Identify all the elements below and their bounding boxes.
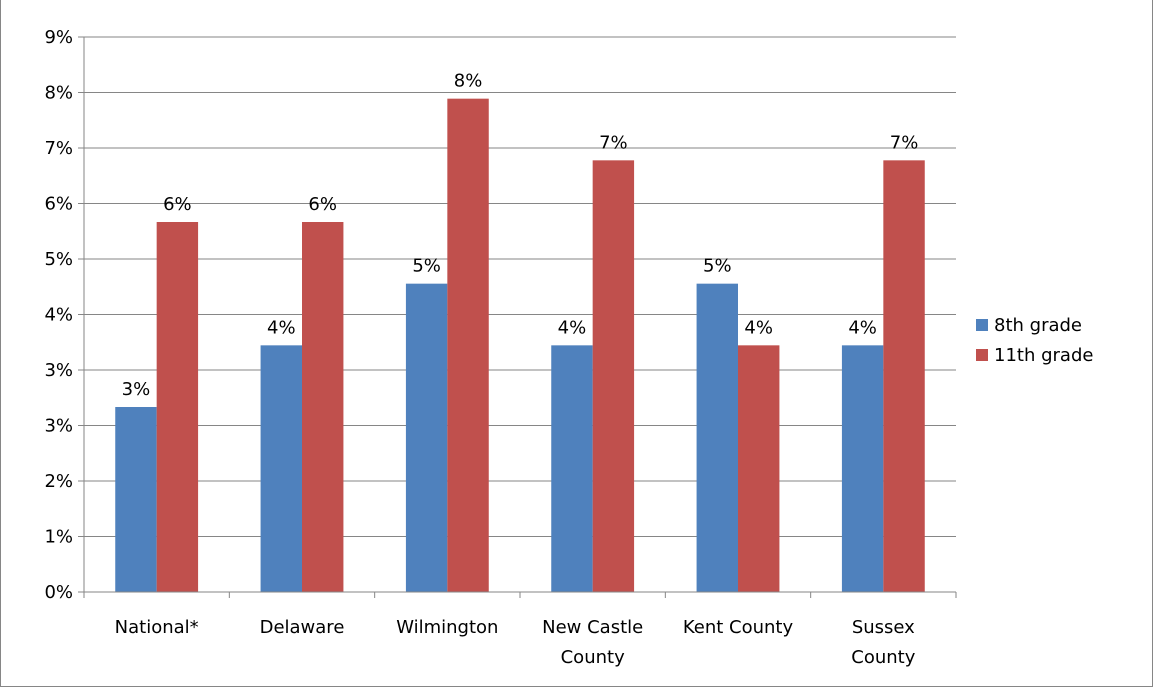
y-tick-label: 8% bbox=[44, 83, 73, 104]
bar-series-2 bbox=[883, 160, 925, 593]
y-tick-label: 3% bbox=[44, 416, 73, 437]
bar-series-2 bbox=[592, 160, 635, 593]
bar-series-1 bbox=[405, 283, 448, 592]
bar-series-2 bbox=[738, 345, 780, 592]
data-labels: 3% 6% 4% 6% 5% 8% 4% 7% 5% 4% 4% 7% bbox=[122, 71, 919, 400]
data-label: 4% bbox=[267, 317, 296, 338]
bar-series-1 bbox=[841, 345, 884, 592]
data-label: 5% bbox=[412, 256, 441, 277]
legend-label: 8th grade bbox=[994, 315, 1082, 336]
gridlines bbox=[84, 36, 956, 537]
bar-series-2 bbox=[156, 222, 199, 592]
x-tick-label: Delaware bbox=[260, 617, 345, 638]
legend: 8th grade 11th grade bbox=[976, 315, 1093, 366]
y-tick-label: 3% bbox=[44, 360, 73, 381]
x-tick-labels: National* Delaware Wilmington New Castle Cou… bbox=[115, 617, 916, 668]
data-label: 5% bbox=[703, 256, 732, 277]
data-label: 7% bbox=[890, 132, 919, 153]
legend-swatch bbox=[976, 319, 988, 331]
x-tick-label: New Castle bbox=[542, 617, 643, 638]
x-tick-label: County bbox=[561, 647, 625, 668]
data-label: 8% bbox=[454, 71, 483, 92]
bar-series-1 bbox=[696, 283, 738, 592]
data-label: 4% bbox=[558, 317, 587, 338]
y-tick-label: 6% bbox=[44, 194, 73, 215]
x-tick-label: Sussex bbox=[852, 617, 915, 638]
x-tick-label: County bbox=[851, 647, 915, 668]
data-label: 7% bbox=[599, 132, 628, 153]
y-tick-label: 1% bbox=[44, 527, 73, 548]
y-tick-label: 2% bbox=[44, 471, 73, 492]
bar-series-2 bbox=[447, 98, 489, 593]
y-tick-label: 7% bbox=[44, 138, 73, 159]
legend-swatch bbox=[976, 349, 988, 361]
data-label: 3% bbox=[122, 379, 151, 400]
bar-series-1 bbox=[551, 345, 593, 592]
data-label: 4% bbox=[848, 317, 877, 338]
bar-series-1 bbox=[260, 345, 302, 592]
y-tick-label: 5% bbox=[44, 249, 73, 270]
bar-series-2 bbox=[302, 222, 344, 592]
y-tick-labels: 0% 1% 2% 3% 3% 4% 5% 6% 7% 8% 9% bbox=[44, 27, 73, 603]
data-label: 6% bbox=[308, 194, 337, 215]
y-tick-label: 9% bbox=[44, 27, 73, 48]
bar-series-1 bbox=[115, 407, 157, 592]
axes bbox=[78, 36, 957, 598]
y-tick-label: 0% bbox=[44, 582, 73, 603]
data-label: 4% bbox=[744, 317, 773, 338]
bars bbox=[115, 98, 925, 593]
y-tick-label: 4% bbox=[44, 305, 73, 326]
legend-label: 11th grade bbox=[994, 345, 1093, 366]
data-label: 6% bbox=[163, 194, 192, 215]
x-tick-label: National* bbox=[115, 617, 199, 638]
x-tick-label: Kent County bbox=[683, 617, 794, 638]
x-tick-label: Wilmington bbox=[396, 617, 498, 638]
